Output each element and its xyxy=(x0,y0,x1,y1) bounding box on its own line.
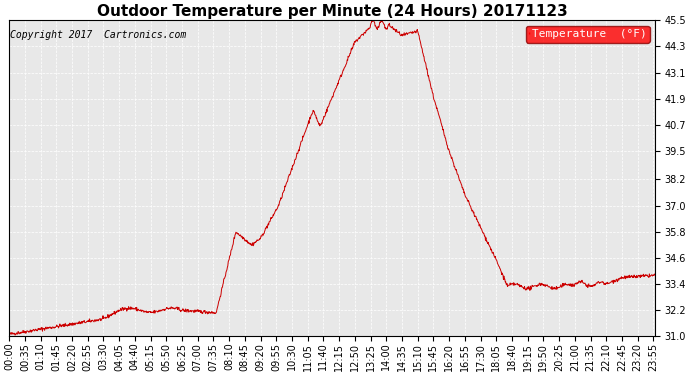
Legend: Temperature  (°F): Temperature (°F) xyxy=(526,26,649,42)
Title: Outdoor Temperature per Minute (24 Hours) 20171123: Outdoor Temperature per Minute (24 Hours… xyxy=(97,4,568,19)
Text: Copyright 2017  Cartronics.com: Copyright 2017 Cartronics.com xyxy=(10,30,187,40)
